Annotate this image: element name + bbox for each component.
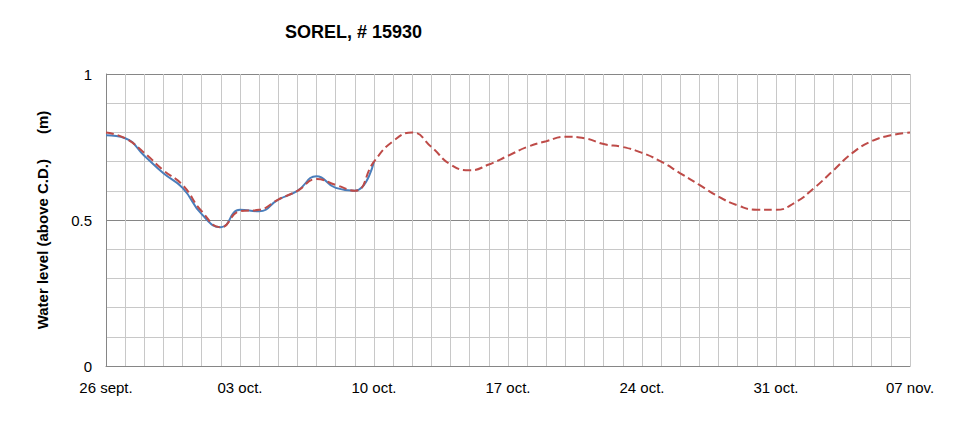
svg-text:31 oct.: 31 oct. — [753, 379, 798, 396]
svg-text:03 oct.: 03 oct. — [217, 379, 262, 396]
svg-text:SOREL, # 15930: SOREL, # 15930 — [285, 22, 422, 42]
svg-text:17 oct.: 17 oct. — [485, 379, 530, 396]
svg-text:24 oct.: 24 oct. — [619, 379, 664, 396]
svg-text:0: 0 — [84, 358, 92, 375]
svg-text:Water level (above C.D.): Water level (above C.D.) (m) — [34, 111, 51, 330]
svg-text:0.5: 0.5 — [71, 212, 92, 229]
svg-text:10 oct.: 10 oct. — [351, 379, 396, 396]
svg-text:26 sept.: 26 sept. — [79, 379, 132, 396]
svg-text:1: 1 — [84, 66, 92, 83]
svg-text:07 nov.: 07 nov. — [886, 379, 934, 396]
